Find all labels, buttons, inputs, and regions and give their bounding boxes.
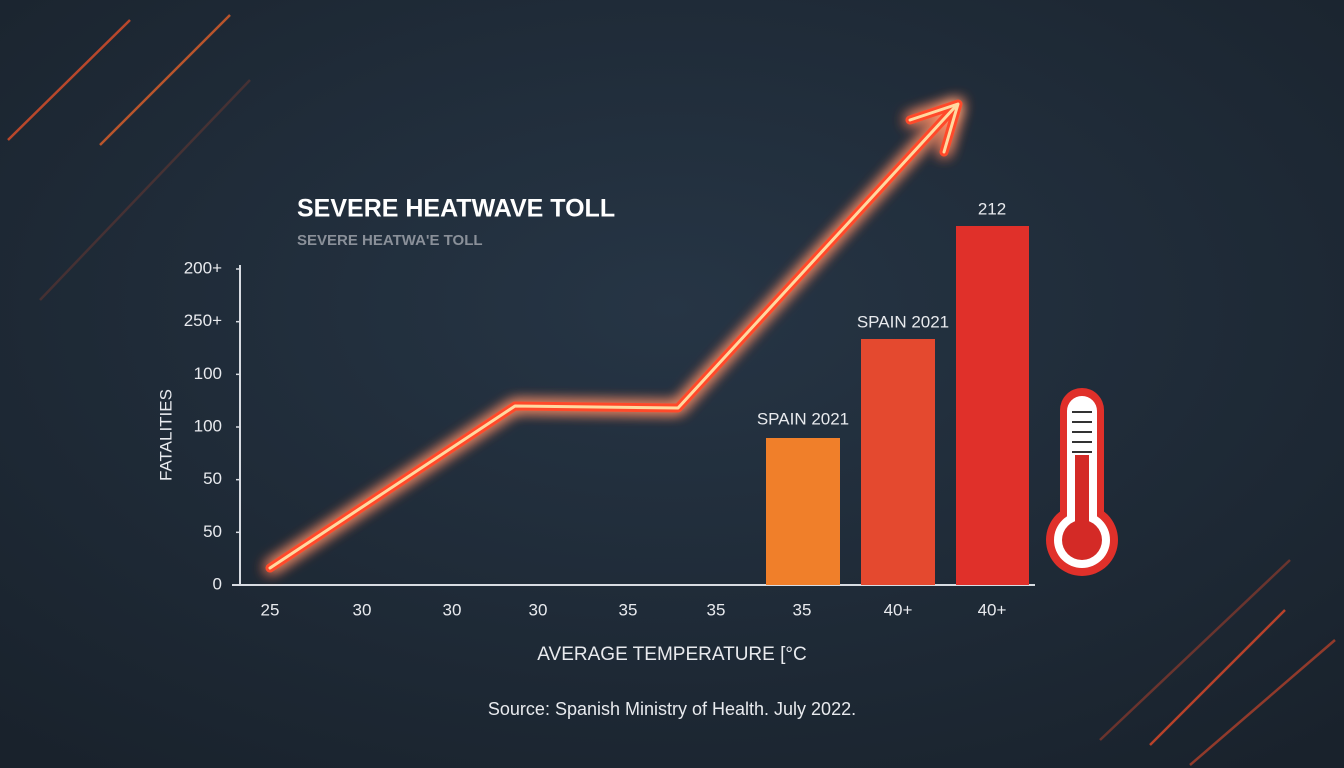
decor: [7, 14, 1336, 766]
subtitle: SEVERE HEATWA'E TOLL: [297, 232, 483, 249]
y-tick-label: 50: [203, 469, 222, 488]
y-tick-label: 200+: [184, 258, 222, 277]
y-tick-label: 0: [213, 574, 222, 593]
x-axis-label: AVERAGE TEMPERATURE [°C: [537, 644, 806, 665]
source: Source: Spanish Ministry of Health. July…: [488, 699, 856, 719]
x-tick-label: 30: [443, 600, 462, 619]
y-axis-label: FATALITIES: [156, 389, 175, 481]
bar: [766, 438, 840, 585]
x-tick-label: 30: [529, 600, 548, 619]
x-tick-label: 30: [353, 600, 372, 619]
bar-label: 212: [978, 199, 1006, 218]
bar-label: SPAIN 2021: [757, 409, 849, 428]
x-tick-label: 40+: [978, 600, 1007, 619]
y-tick-label: 100: [194, 416, 222, 435]
x-tick-label: 35: [793, 600, 812, 619]
x-tick-label: 25: [261, 600, 280, 619]
bar: [861, 339, 935, 585]
x-tick-label: 40+: [884, 600, 913, 619]
y-tick-label: 50: [203, 522, 222, 541]
x-tick-label: 35: [707, 600, 726, 619]
trend-arrow: [265, 99, 963, 573]
y-tick-label: 250+: [184, 311, 222, 330]
bar: [956, 226, 1029, 585]
bar-label: SPAIN 2021: [857, 312, 949, 331]
title: SEVERE HEATWAVE TOLL: [297, 195, 615, 223]
x-tick-label: 35: [619, 600, 638, 619]
thermometer-icon: [1046, 388, 1118, 576]
y-tick-label: 100: [194, 364, 222, 383]
